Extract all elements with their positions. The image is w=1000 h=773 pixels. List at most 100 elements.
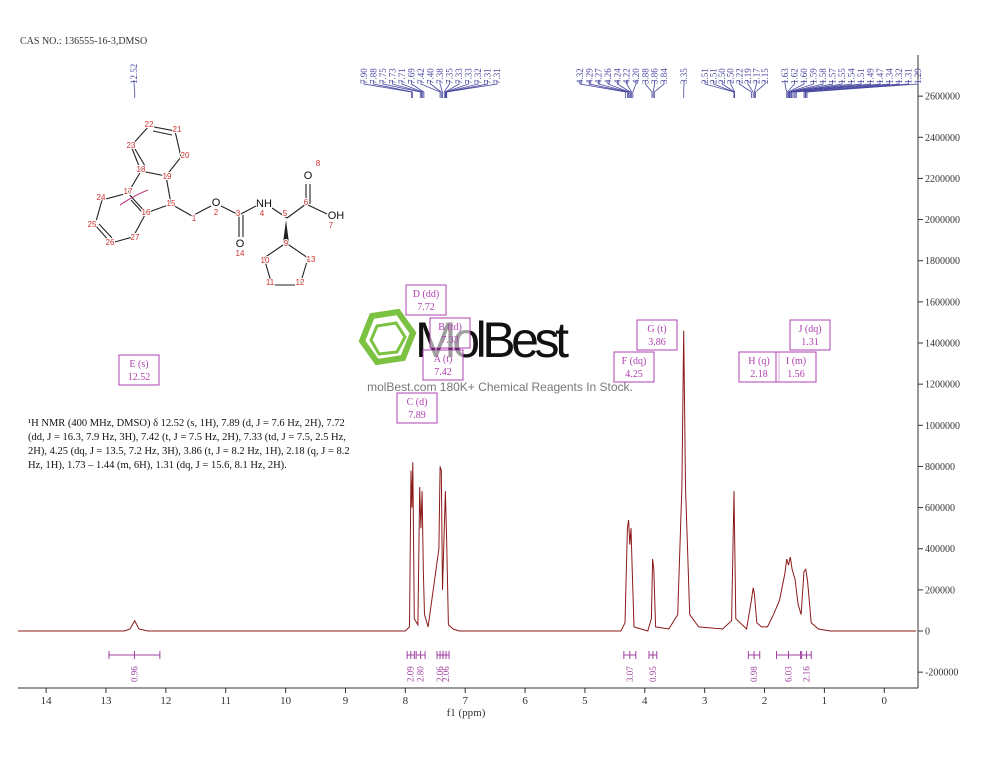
peak-leader [644,80,653,98]
peak-leader [430,80,442,98]
atom-label: 11 [266,278,275,287]
atom-label: 7 [329,221,334,230]
y-tick-label: -200000 [925,668,958,679]
peak-leader [446,80,498,98]
multiplet-name: C (d) [407,397,428,408]
watermark-subtitle: molBest.com 180K+ Chemical Reagents In S… [367,380,633,394]
atom-label: 5 [283,209,288,218]
peak-label: 4.29 [584,68,594,84]
multiplet-name: A (t) [434,354,453,365]
multiplet-shift: 7.33 [441,335,459,346]
peak-label: 1.31 [904,68,914,84]
atom-label: O [304,170,313,182]
x-tick-label: 2 [762,695,768,707]
multiplet-shift: 4.25 [625,369,643,380]
atom-label: 8 [316,159,321,168]
peak-leader [420,80,441,98]
peak-label: 7.88 [369,68,379,84]
x-tick-label: 14 [41,695,53,707]
peak-label: 1.62 [790,68,800,84]
peak-leader [794,80,871,98]
spectrum [18,330,916,632]
y-tick-label: 1000000 [925,421,960,432]
x-tick-label: 6 [522,695,528,707]
peak-leader [443,80,450,98]
peak-leader [382,80,421,98]
integral-label: 2.16 [801,666,811,682]
multiplet-box [396,392,438,424]
peak-leader [791,80,843,98]
atom-label: 27 [131,233,140,242]
peak-leader [598,80,630,98]
y-tick-label: 800000 [925,462,955,473]
multiplet-shift: 3.86 [648,337,666,348]
atom-label: 13 [307,255,316,264]
peak-label: 7.73 [388,68,398,84]
x-tick-label: 5 [582,695,588,707]
peak-leader [806,80,919,98]
peak-label: 2.19 [743,68,753,84]
multiplet-box [775,351,817,383]
peak-leader [652,80,656,98]
peak-label: 1.60 [799,68,809,84]
peak-label: 1.32 [894,68,904,84]
multiplet-box [429,317,471,349]
peak-label: 1.55 [837,68,847,84]
peak-label: 12.52 [129,64,139,84]
y-tick-label: 1600000 [925,297,960,308]
peak-label: 1.58 [818,68,828,84]
peak-leader [803,80,890,98]
integral-label: 2.80 [416,666,426,682]
multiplet-shift: 7.89 [408,410,426,421]
atom-label: 20 [181,151,190,160]
chart-title: CAS NO.: 136555-16-3,DMSO [20,36,147,47]
atom-label: 14 [236,249,245,258]
peak-leader [363,80,412,98]
watermark-icon [358,308,417,366]
multiplet-name: G (t) [647,324,666,335]
peak-leader [713,80,735,98]
atom-label: O [236,238,245,250]
peak-leader [401,80,424,98]
atom-label: 2 [214,208,219,217]
peak-leader [616,80,631,98]
peak-label: 7.33 [454,68,464,84]
peak-label: 2.51 [709,68,719,84]
peak-leader [653,80,665,98]
peak-label: 2.17 [751,68,761,84]
peak-leader [133,80,136,98]
peak-label: 4.32 [575,68,585,84]
y-tick-label: 200000 [925,585,955,596]
atom-label: 19 [163,172,172,181]
multiplet-name: J (dq) [798,324,821,335]
multiplet-name: I (m) [786,356,806,367]
peak-label: 2.51 [700,68,710,84]
peak-label: 3.88 [640,68,650,84]
multiplet-name: H (q) [748,356,769,367]
atom-label: OH [328,210,345,222]
peak-label: 1.51 [856,68,866,84]
y-tick-label: 2000000 [925,215,960,226]
peak-label: 7.75 [378,68,388,84]
multiplet-name: D (dd) [413,289,439,300]
y-tick-label: 2400000 [925,133,960,144]
peak-leader [789,80,824,98]
y-tick-label: 1800000 [925,256,960,267]
peak-leader [632,80,637,98]
atom-label: 6 [304,198,309,207]
peak-leader [439,80,443,98]
peak-leader [793,80,862,98]
x-tick-label: 4 [642,695,648,707]
multiplet-box [738,351,780,383]
peak-leader [579,80,627,98]
peak-label: 3.35 [679,68,689,84]
atom-label: O [212,197,221,209]
atom-label: 25 [88,220,97,229]
peak-label: 7.71 [397,68,407,84]
y-tick-label: 0 [925,627,930,638]
multiplet-box [118,354,160,386]
atom-label: 21 [173,125,182,134]
multiplet-shift: 7.72 [417,302,435,313]
peak-leader [789,80,833,98]
